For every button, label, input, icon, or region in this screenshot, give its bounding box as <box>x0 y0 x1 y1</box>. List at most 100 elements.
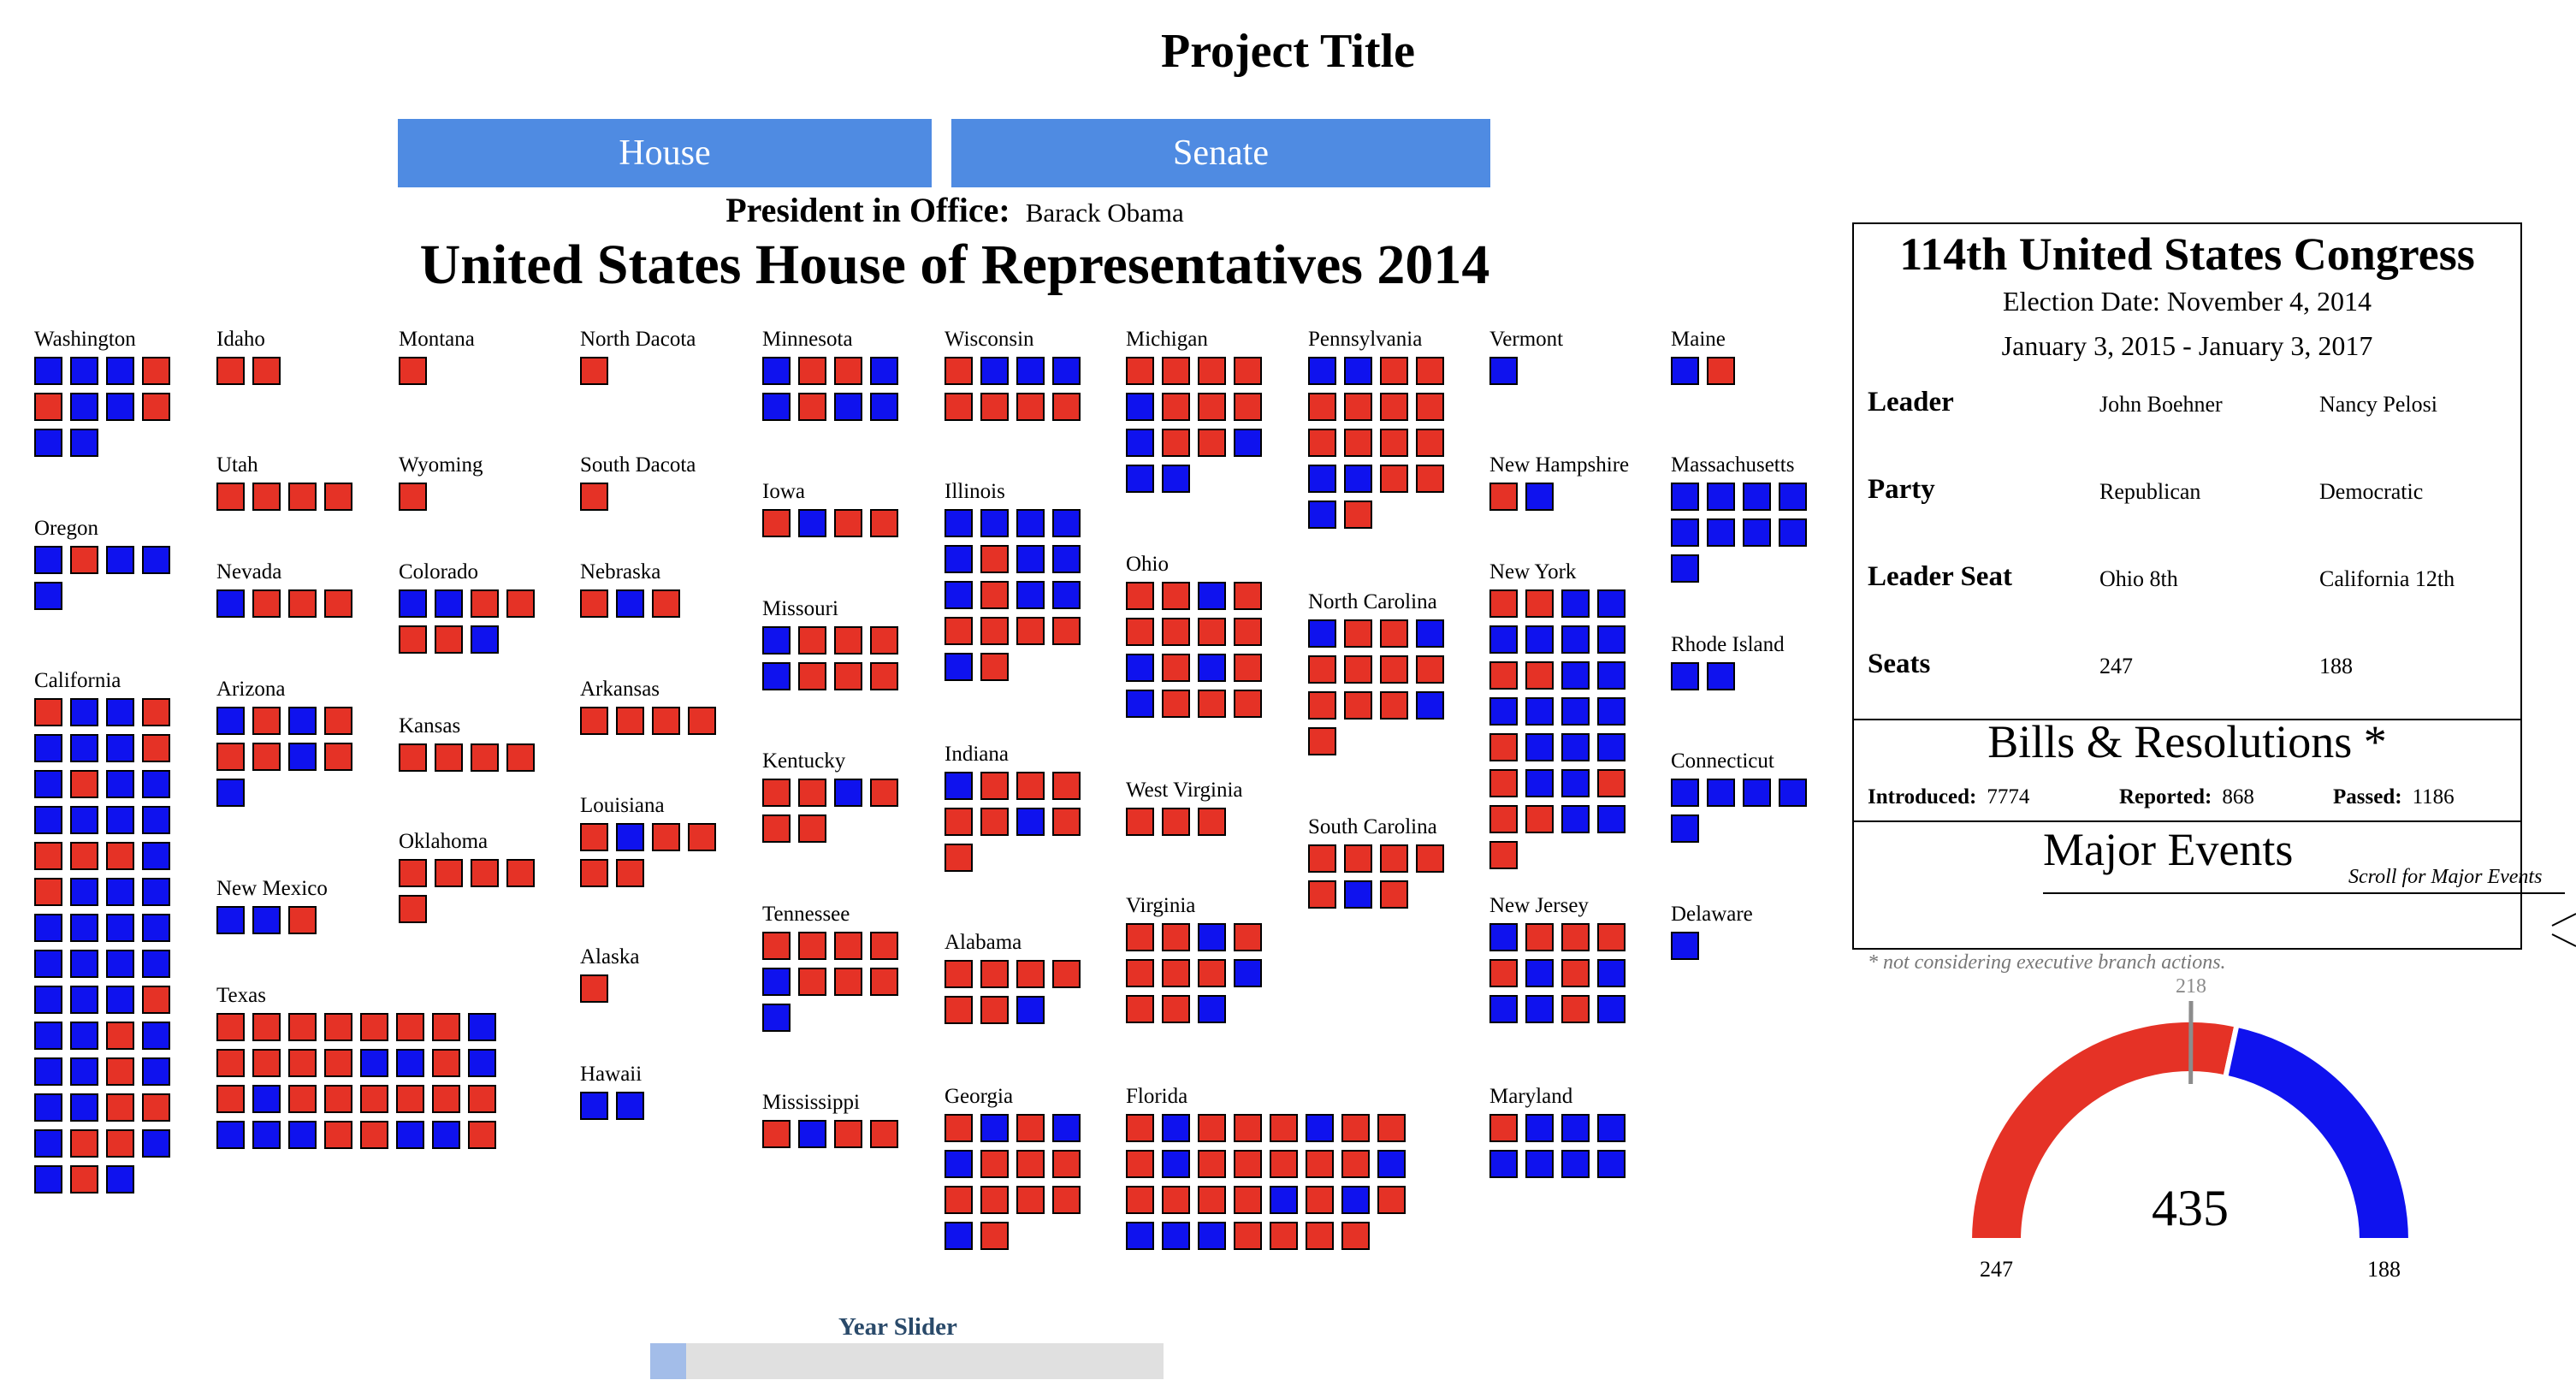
democratic-seat[interactable] <box>1743 779 1771 807</box>
democratic-seat[interactable] <box>1561 1150 1590 1178</box>
republican-seat[interactable] <box>762 932 791 960</box>
republican-seat[interactable] <box>288 483 317 511</box>
democratic-seat[interactable] <box>1489 995 1518 1023</box>
republican-seat[interactable] <box>1016 960 1045 988</box>
democratic-seat[interactable] <box>1162 1222 1190 1250</box>
democratic-seat[interactable] <box>70 1057 98 1086</box>
democratic-seat[interactable] <box>1198 582 1226 610</box>
democratic-seat[interactable] <box>70 950 98 978</box>
democratic-seat[interactable] <box>1489 357 1518 385</box>
democratic-seat[interactable] <box>70 806 98 834</box>
republican-seat[interactable] <box>1234 582 1262 610</box>
democratic-seat[interactable] <box>980 509 1009 537</box>
republican-seat[interactable] <box>106 1022 134 1050</box>
republican-seat[interactable] <box>1126 808 1154 836</box>
republican-seat[interactable] <box>1341 1114 1370 1142</box>
democratic-seat[interactable] <box>1707 518 1735 547</box>
republican-seat[interactable] <box>1380 691 1408 720</box>
republican-seat[interactable] <box>1234 1222 1262 1250</box>
republican-seat[interactable] <box>980 772 1009 800</box>
democratic-seat[interactable] <box>1561 733 1590 761</box>
republican-seat[interactable] <box>1198 618 1226 646</box>
republican-seat[interactable] <box>580 823 608 851</box>
democratic-seat[interactable] <box>1525 1114 1554 1142</box>
republican-seat[interactable] <box>1489 483 1518 511</box>
democratic-seat[interactable] <box>580 1092 608 1120</box>
democratic-seat[interactable] <box>34 986 62 1014</box>
republican-seat[interactable] <box>471 743 499 772</box>
democratic-seat[interactable] <box>252 1121 281 1149</box>
republican-seat[interactable] <box>1416 357 1444 385</box>
republican-seat[interactable] <box>1198 1114 1226 1142</box>
republican-seat[interactable] <box>1525 923 1554 951</box>
democratic-seat[interactable] <box>1561 589 1590 618</box>
republican-seat[interactable] <box>1344 844 1372 873</box>
republican-seat[interactable] <box>106 1093 134 1122</box>
year-slider-handle[interactable] <box>650 1343 686 1379</box>
democratic-seat[interactable] <box>1779 779 1807 807</box>
republican-seat[interactable] <box>1016 1114 1045 1142</box>
democratic-seat[interactable] <box>471 625 499 654</box>
democratic-seat[interactable] <box>1525 483 1554 511</box>
republican-seat[interactable] <box>1597 769 1626 797</box>
republican-seat[interactable] <box>216 1049 245 1077</box>
republican-seat[interactable] <box>870 779 898 807</box>
republican-seat[interactable] <box>506 589 535 618</box>
republican-seat[interactable] <box>945 393 973 421</box>
democratic-seat[interactable] <box>1198 995 1226 1023</box>
republican-seat[interactable] <box>1380 844 1408 873</box>
democratic-seat[interactable] <box>945 509 973 537</box>
democratic-seat[interactable] <box>1489 625 1518 654</box>
democratic-seat[interactable] <box>1671 483 1699 511</box>
republican-seat[interactable] <box>1016 772 1045 800</box>
democratic-seat[interactable] <box>1671 518 1699 547</box>
democratic-seat[interactable] <box>106 806 134 834</box>
republican-seat[interactable] <box>142 698 170 726</box>
democratic-seat[interactable] <box>106 878 134 906</box>
democratic-seat[interactable] <box>1489 923 1518 951</box>
democratic-seat[interactable] <box>142 914 170 942</box>
democratic-seat[interactable] <box>1234 959 1262 987</box>
democratic-seat[interactable] <box>1525 995 1554 1023</box>
republican-seat[interactable] <box>1234 393 1262 421</box>
republican-seat[interactable] <box>360 1121 388 1149</box>
democratic-seat[interactable] <box>1344 357 1372 385</box>
republican-seat[interactable] <box>252 707 281 735</box>
democratic-seat[interactable] <box>1707 483 1735 511</box>
republican-seat[interactable] <box>945 960 973 988</box>
republican-seat[interactable] <box>324 483 352 511</box>
republican-seat[interactable] <box>798 357 826 385</box>
republican-seat[interactable] <box>580 357 608 385</box>
democratic-seat[interactable] <box>1671 814 1699 843</box>
house-button[interactable]: House <box>398 119 932 187</box>
democratic-seat[interactable] <box>34 1093 62 1122</box>
democratic-seat[interactable] <box>945 1150 973 1178</box>
democratic-seat[interactable] <box>142 842 170 870</box>
democratic-seat[interactable] <box>1525 1150 1554 1178</box>
democratic-seat[interactable] <box>106 950 134 978</box>
republican-seat[interactable] <box>34 878 62 906</box>
republican-seat[interactable] <box>142 1093 170 1122</box>
democratic-seat[interactable] <box>1561 769 1590 797</box>
republican-seat[interactable] <box>1308 655 1336 684</box>
republican-seat[interactable] <box>1308 429 1336 457</box>
democratic-seat[interactable] <box>396 1121 424 1149</box>
democratic-seat[interactable] <box>1525 625 1554 654</box>
democratic-seat[interactable] <box>432 1121 460 1149</box>
democratic-seat[interactable] <box>142 878 170 906</box>
democratic-seat[interactable] <box>1671 779 1699 807</box>
democratic-seat[interactable] <box>34 1129 62 1158</box>
democratic-seat[interactable] <box>34 1057 62 1086</box>
republican-seat[interactable] <box>945 996 973 1024</box>
republican-seat[interactable] <box>1234 1186 1262 1214</box>
democratic-seat[interactable] <box>1597 995 1626 1023</box>
republican-seat[interactable] <box>616 707 644 735</box>
republican-seat[interactable] <box>288 1049 317 1077</box>
republican-seat[interactable] <box>471 589 499 618</box>
democratic-seat[interactable] <box>1126 465 1154 493</box>
republican-seat[interactable] <box>360 1013 388 1041</box>
republican-seat[interactable] <box>324 1013 352 1041</box>
republican-seat[interactable] <box>468 1121 496 1149</box>
democratic-seat[interactable] <box>216 589 245 618</box>
republican-seat[interactable] <box>870 1120 898 1148</box>
